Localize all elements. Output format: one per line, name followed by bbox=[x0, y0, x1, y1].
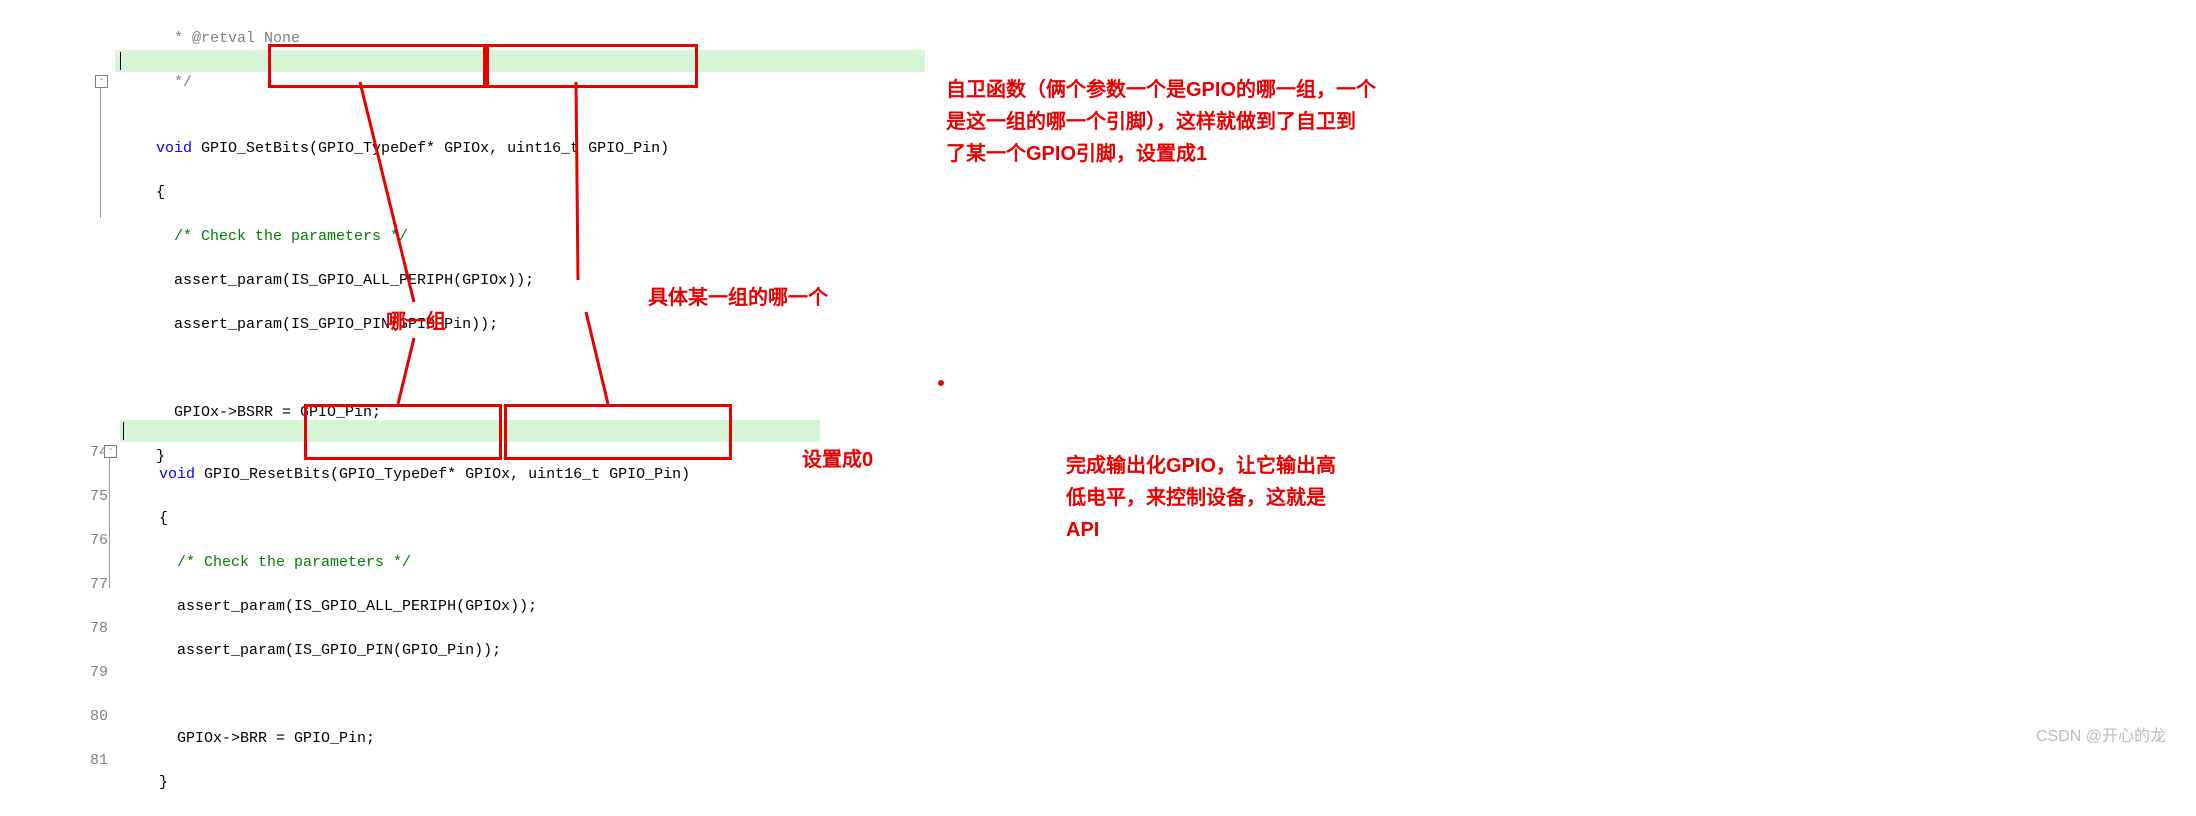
fold-guide bbox=[109, 458, 110, 588]
code-line: assert_param(IS_GPIO_ALL_PERIPH(GPIOx)); bbox=[159, 598, 537, 615]
comment: /* Check the parameters */ bbox=[159, 554, 411, 571]
fold-guide bbox=[100, 88, 101, 218]
code-line: assert_param(IS_GPIO_ALL_PERIPH(GPIOx)); bbox=[156, 272, 534, 289]
code-line: assert_param(IS_GPIO_PIN(GPIO_Pin)); bbox=[159, 642, 501, 659]
lineno: 77 bbox=[90, 576, 108, 593]
lineno: 79 bbox=[90, 664, 108, 681]
annot-group: 哪一组 bbox=[386, 306, 446, 338]
red-dot bbox=[938, 380, 944, 386]
lineno: 81 bbox=[90, 752, 108, 769]
annot-text: 自卫函数（俩个参数一个是GPIO的哪一组，一个 bbox=[946, 79, 1376, 101]
annot-set0: 设置成0 bbox=[802, 444, 873, 476]
annot-whichpin: 具体某一组的哪一个 bbox=[648, 282, 828, 314]
doc-line: */ bbox=[156, 74, 192, 91]
code-block-1: - * @retval None */ void GPIO_SetBits(GP… bbox=[80, 0, 98, 242]
watermark: CSDN @开心的龙 bbox=[2036, 722, 2166, 746]
caret bbox=[123, 422, 124, 440]
keyword-void: void bbox=[159, 466, 195, 483]
annot-text: 了某一个GPIO引脚，设置成1 bbox=[946, 143, 1207, 165]
keyword-void: void bbox=[156, 140, 192, 157]
code-line: GPIOx->BRR = GPIO_Pin; bbox=[159, 730, 375, 747]
sig-text: GPIO_ResetBits(GPIO_TypeDef* GPIOx, uint… bbox=[195, 466, 690, 483]
fold-icon[interactable]: - bbox=[104, 445, 117, 458]
code-block-2: - void GPIO_ResetBits(GPIO_TypeDef* GPIO… bbox=[108, 420, 126, 596]
red-box-4 bbox=[504, 404, 732, 460]
red-box-3 bbox=[304, 404, 502, 460]
comment: /* Check the parameters */ bbox=[156, 228, 408, 245]
annot-text: 低电平，来控制设备，这就是 bbox=[1066, 487, 1326, 509]
annot-text: 完成输出化GPIO，让它输出高 bbox=[1066, 455, 1336, 477]
code-line: assert_param(IS_GPIO_PIN(GPIO_Pin)); bbox=[156, 316, 498, 333]
caret bbox=[120, 52, 121, 70]
lineno: 80 bbox=[90, 708, 108, 725]
red-box-1 bbox=[268, 44, 486, 88]
gutter-2: 74 75 76 77 78 79 80 81 bbox=[72, 420, 102, 772]
sig-text: GPIO_SetBits(GPIO_TypeDef* GPIOx, uint16… bbox=[192, 140, 669, 157]
lineno: 76 bbox=[90, 532, 108, 549]
lineno: 78 bbox=[90, 620, 108, 637]
fold-icon[interactable]: - bbox=[95, 75, 108, 88]
brace: { bbox=[159, 510, 168, 527]
lineno: 75 bbox=[90, 488, 108, 505]
red-box-2 bbox=[486, 44, 698, 88]
annot-right-2: 完成输出化GPIO，让它输出高 低电平，来控制设备，这就是 API bbox=[1066, 450, 1336, 546]
annot-text: API bbox=[1066, 519, 1099, 541]
annot-text: 是这一组的哪一个引脚），这样就做到了自卫到 bbox=[946, 111, 1356, 133]
brace: { bbox=[156, 184, 165, 201]
brace: } bbox=[159, 774, 168, 791]
annot-right-1: 自卫函数（俩个参数一个是GPIO的哪一组，一个 是这一组的哪一个引脚），这样就做… bbox=[946, 74, 1376, 170]
